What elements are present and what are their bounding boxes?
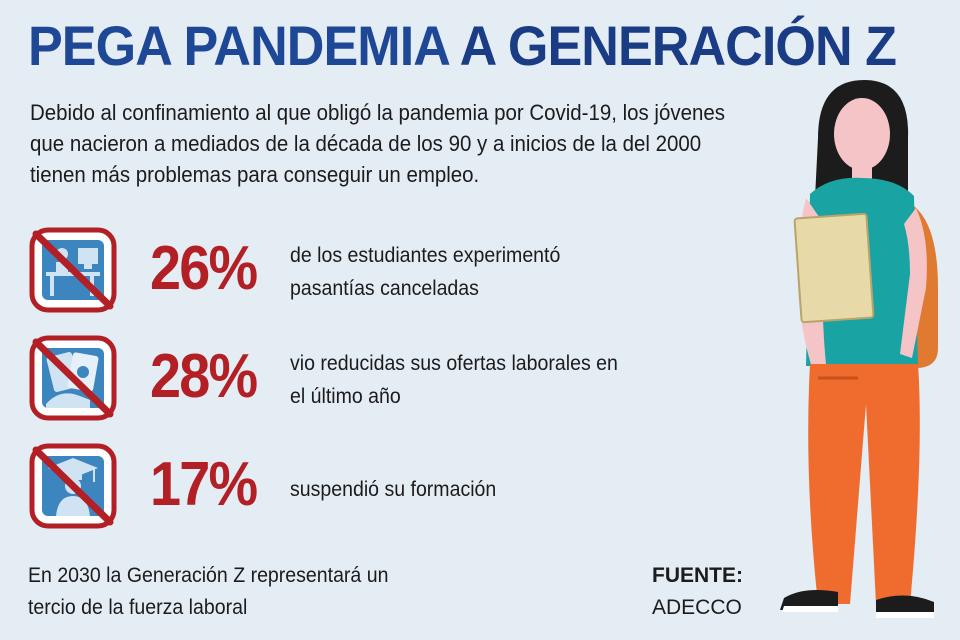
intro-text: Debido al confinamiento al que obligó la… xyxy=(30,100,725,187)
page-title: PEGA PANDEMIA A GENERACIÓN Z xyxy=(28,18,897,74)
no-workstation-icon xyxy=(29,227,117,313)
student-illustration xyxy=(780,80,938,618)
title-part-2: A GENERACIÓN Z xyxy=(459,14,897,77)
stat-description: vio reducidas sus ofertas laborales en e… xyxy=(290,352,618,408)
stat-value: 28% xyxy=(150,342,258,411)
source-label: FUENTE: xyxy=(652,564,743,587)
no-money-icon xyxy=(29,335,117,421)
stat-value: 26% xyxy=(150,234,258,303)
stat-internships: 26% de los estudiantes experimentó pasan… xyxy=(28,226,648,318)
stat-training: 17% suspendió su formación xyxy=(28,442,648,534)
stat-description: de los estudiantes experimentó pasantías… xyxy=(290,244,561,300)
title-part-1: PEGA PANDEMIA xyxy=(28,14,449,77)
source: FUENTE: ADECCO xyxy=(652,560,743,623)
footer-note: En 2030 la Generación Z representará un … xyxy=(28,564,389,619)
stat-description: suspendió su formación xyxy=(290,478,497,501)
stat-value: 17% xyxy=(150,450,258,519)
stat-job-offers: 28% vio reducidas sus ofertas laborales … xyxy=(28,334,648,426)
source-value: ADECCO xyxy=(652,595,742,619)
no-graduation-icon xyxy=(29,443,117,529)
